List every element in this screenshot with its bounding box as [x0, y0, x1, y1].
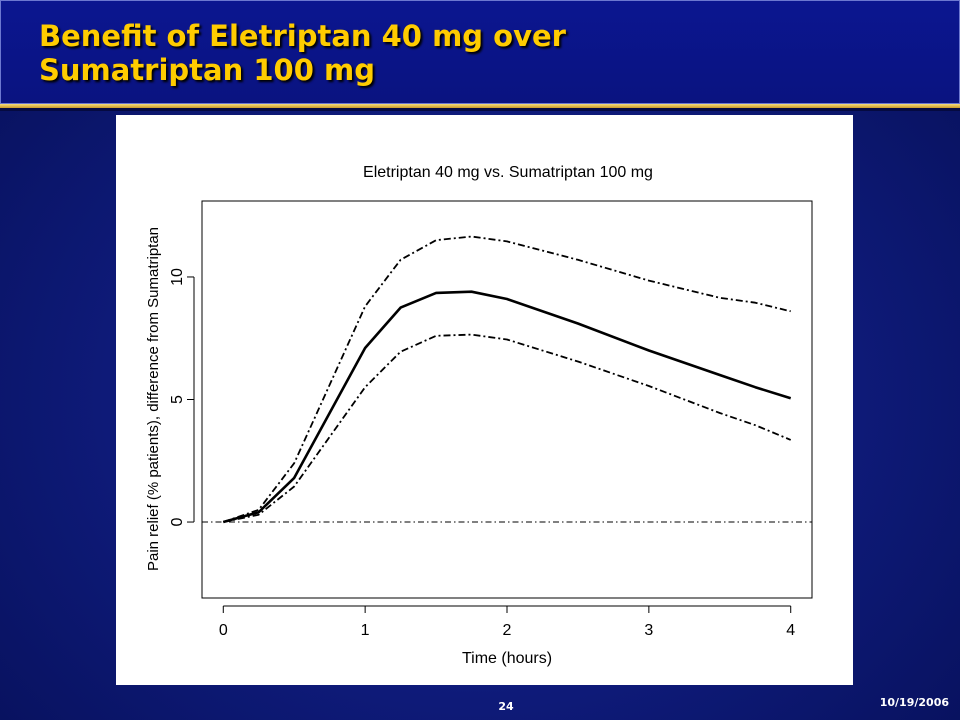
header-rule-shadow — [0, 108, 960, 111]
x-tick-label: 1 — [361, 622, 370, 639]
slide-title-line2: Sumatriptan 100 mg — [39, 53, 375, 87]
slide-header: Benefit of Eletriptan 40 mg over Sumatri… — [0, 0, 960, 104]
lower-bound-line — [223, 333, 792, 523]
x-tick-label: 3 — [644, 622, 653, 639]
chart-panel: Eletriptan 40 mg vs. Sumatriptan 100 mg … — [116, 115, 853, 685]
upper-bound-line — [223, 235, 791, 523]
y-tick-label: 5 — [169, 395, 186, 404]
series-layer — [202, 235, 812, 524]
slide-date: 10/19/2006 — [879, 696, 949, 709]
slide-title-line1: Benefit of Eletriptan 40 mg over — [39, 19, 566, 53]
y-tick-label: 10 — [169, 268, 186, 286]
slide-title: Benefit of Eletriptan 40 mg over Sumatri… — [39, 19, 566, 87]
header-rule — [0, 104, 960, 108]
x-tick-label: 4 — [786, 622, 795, 639]
plot-frame — [201, 200, 813, 599]
x-axis: 0 1 2 3 4 — [219, 605, 795, 639]
x-tick-label: 2 — [503, 622, 512, 639]
x-tick-label: 0 — [219, 622, 228, 639]
page-number: 24 — [498, 700, 514, 713]
y-axis-label: Pain relief (% patients), difference fro… — [145, 227, 162, 571]
estimate-line — [222, 290, 792, 524]
line-chart: Eletriptan 40 mg vs. Sumatriptan 100 mg … — [145, 164, 813, 667]
x-axis-label: Time (hours) — [462, 650, 552, 667]
y-tick-label: 0 — [169, 517, 186, 526]
chart-title: Eletriptan 40 mg vs. Sumatriptan 100 mg — [363, 164, 653, 181]
y-axis: 0 5 10 — [169, 268, 195, 526]
